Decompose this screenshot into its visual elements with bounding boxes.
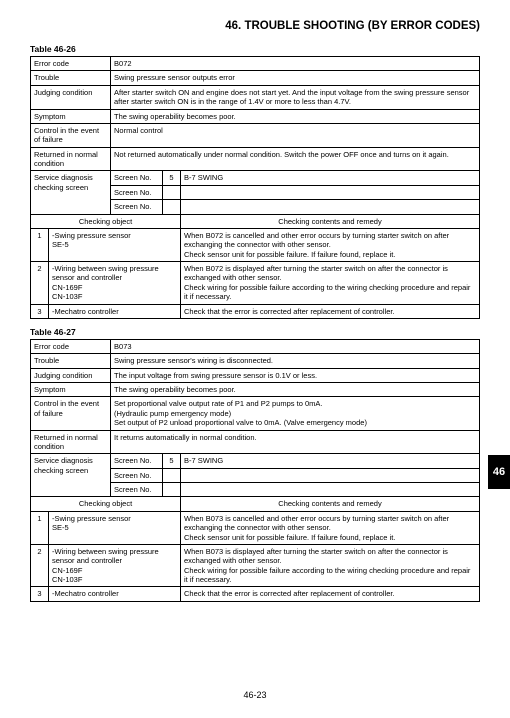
check-rem-header: Checking contents and remedy: [181, 214, 480, 228]
checking-object: -Mechatro controller: [49, 587, 181, 601]
checking-object: -Swing pressure sensor SE-5: [49, 511, 181, 544]
screen-val: 5: [163, 171, 181, 185]
error-code-label: Error code: [31, 57, 111, 71]
service-label: Service diagnosis checking screen: [31, 454, 111, 497]
check-obj-header: Checking object: [31, 214, 181, 228]
table-label-2: Table 46-27: [30, 327, 480, 337]
table-label-1: Table 46-26: [30, 44, 480, 54]
section-title: 46. TROUBLE SHOOTING (BY ERROR CODES): [30, 20, 480, 32]
trouble: Swing pressure sensor outputs error: [111, 71, 480, 85]
trouble: Swing pressure sensor's wiring is discon…: [111, 354, 480, 368]
checking-object: -Wiring between swing pressure sensor an…: [49, 262, 181, 305]
trouble-label: Trouble: [31, 71, 111, 85]
screen-no-label-2: Screen No.: [111, 468, 163, 482]
row-num: 1: [31, 228, 49, 261]
control: Set proportional valve output rate of P1…: [111, 397, 480, 430]
screen-name: B-7 SWING: [181, 171, 480, 185]
screen-name: B-7 SWING: [181, 454, 480, 468]
checking-remedy: Check that the error is corrected after …: [181, 587, 480, 601]
screen-no-label: Screen No.: [111, 171, 163, 185]
returned-label: Returned in normal condition: [31, 430, 111, 454]
side-tab: 46: [488, 455, 510, 489]
table-2: Error codeB073 TroubleSwing pressure sen…: [30, 339, 480, 602]
symptom-label: Symptom: [31, 109, 111, 123]
control-label: Control in the event of failure: [31, 123, 111, 147]
error-code: B073: [111, 339, 480, 353]
page-number: 46-23: [0, 690, 510, 700]
checking-remedy: When B073 is displayed after turning the…: [181, 544, 480, 587]
checking-object: -Swing pressure sensor SE-5: [49, 228, 181, 261]
screen-no-label: Screen No.: [111, 454, 163, 468]
control: Normal control: [111, 123, 480, 147]
symptom-label: Symptom: [31, 383, 111, 397]
row-num: 3: [31, 587, 49, 601]
trouble-label: Trouble: [31, 354, 111, 368]
control-label: Control in the event of failure: [31, 397, 111, 430]
table-1: Error codeB072 TroubleSwing pressure sen…: [30, 56, 480, 319]
row-num: 2: [31, 544, 49, 587]
screen-no-label-3: Screen No.: [111, 483, 163, 497]
error-code-label: Error code: [31, 339, 111, 353]
screen-no-label-2: Screen No.: [111, 185, 163, 199]
row-num: 2: [31, 262, 49, 305]
check-rem-header: Checking contents and remedy: [181, 497, 480, 511]
checking-remedy: When B072 is displayed after turning the…: [181, 262, 480, 305]
checking-remedy: Check that the error is corrected after …: [181, 304, 480, 318]
row-num: 1: [31, 511, 49, 544]
checking-remedy: When B073 is cancelled and other error o…: [181, 511, 480, 544]
judging-label: Judging condition: [31, 368, 111, 382]
returned: It returns automatically in normal condi…: [111, 430, 480, 454]
judging-label: Judging condition: [31, 85, 111, 109]
error-code: B072: [111, 57, 480, 71]
symptom: The swing operability becomes poor.: [111, 383, 480, 397]
checking-object: -Wiring between swing pressure sensor an…: [49, 544, 181, 587]
checking-remedy: When B072 is cancelled and other error o…: [181, 228, 480, 261]
checking-object: -Mechatro controller: [49, 304, 181, 318]
service-label: Service diagnosis checking screen: [31, 171, 111, 214]
row-num: 3: [31, 304, 49, 318]
page: 46. TROUBLE SHOOTING (BY ERROR CODES) Ta…: [0, 0, 510, 620]
check-obj-header: Checking object: [31, 497, 181, 511]
symptom: The swing operability becomes poor.: [111, 109, 480, 123]
screen-no-label-3: Screen No.: [111, 200, 163, 214]
judging: The input voltage from swing pressure se…: [111, 368, 480, 382]
screen-val: 5: [163, 454, 181, 468]
judging: After starter switch ON and engine does …: [111, 85, 480, 109]
returned: Not returned automatically under normal …: [111, 147, 480, 171]
returned-label: Returned in normal condition: [31, 147, 111, 171]
